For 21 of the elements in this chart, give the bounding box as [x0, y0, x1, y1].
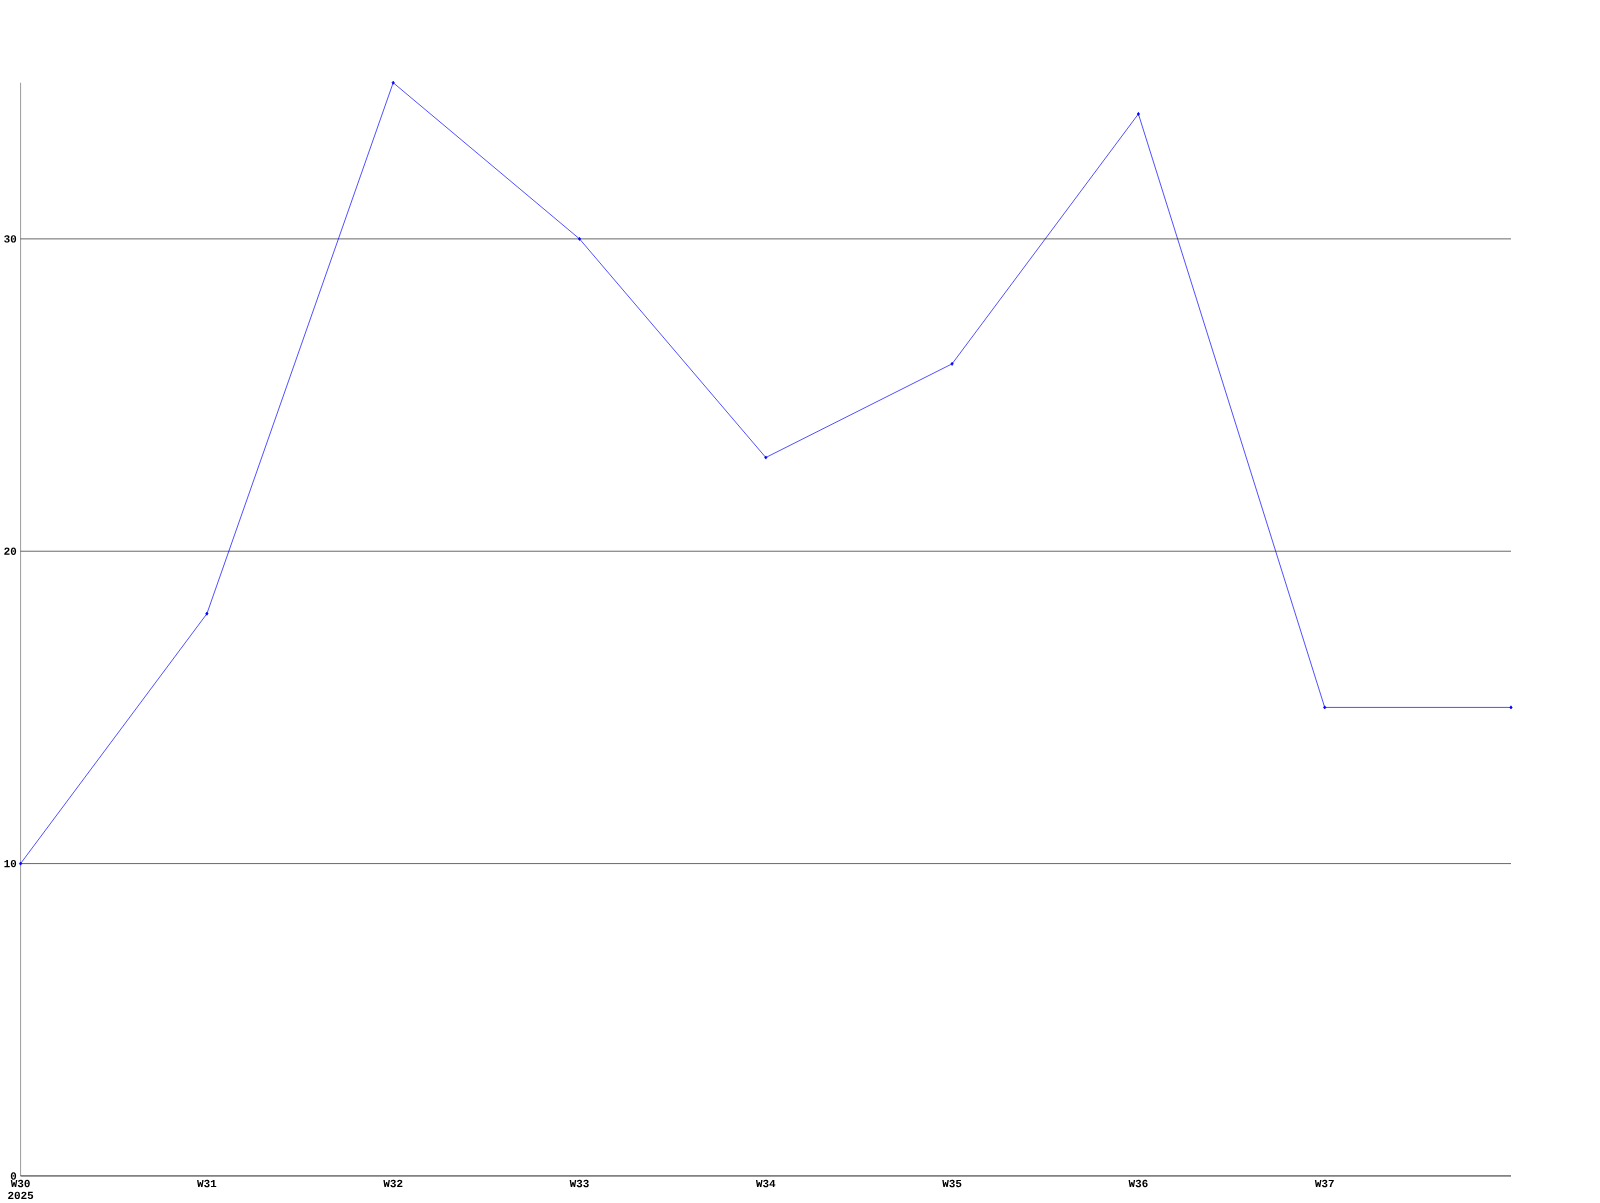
y-tick-label: 20	[4, 547, 17, 556]
point	[205, 611, 209, 616]
point	[1509, 705, 1513, 710]
point	[577, 237, 582, 241]
x-tick-label: W34	[755, 1179, 776, 1188]
x-tick-label: W35	[942, 1179, 962, 1188]
point	[1323, 705, 1327, 710]
point	[19, 861, 23, 866]
point	[391, 80, 395, 85]
point	[950, 362, 954, 366]
y-tick-label: 10	[4, 860, 17, 868]
x-tick-label: W33	[569, 1179, 589, 1188]
x-tick-label: W31	[197, 1179, 217, 1188]
point	[764, 455, 768, 460]
x-tick-label: W32	[383, 1179, 403, 1188]
x-tick-label: W36	[1128, 1179, 1148, 1188]
point	[1136, 112, 1140, 117]
x-tick-label: W37	[1314, 1179, 1334, 1188]
y-tick-label: 0	[10, 1172, 17, 1180]
x-tick-label: W30 2025	[8, 1179, 34, 1200]
y-tick-label: 30	[4, 235, 17, 243]
